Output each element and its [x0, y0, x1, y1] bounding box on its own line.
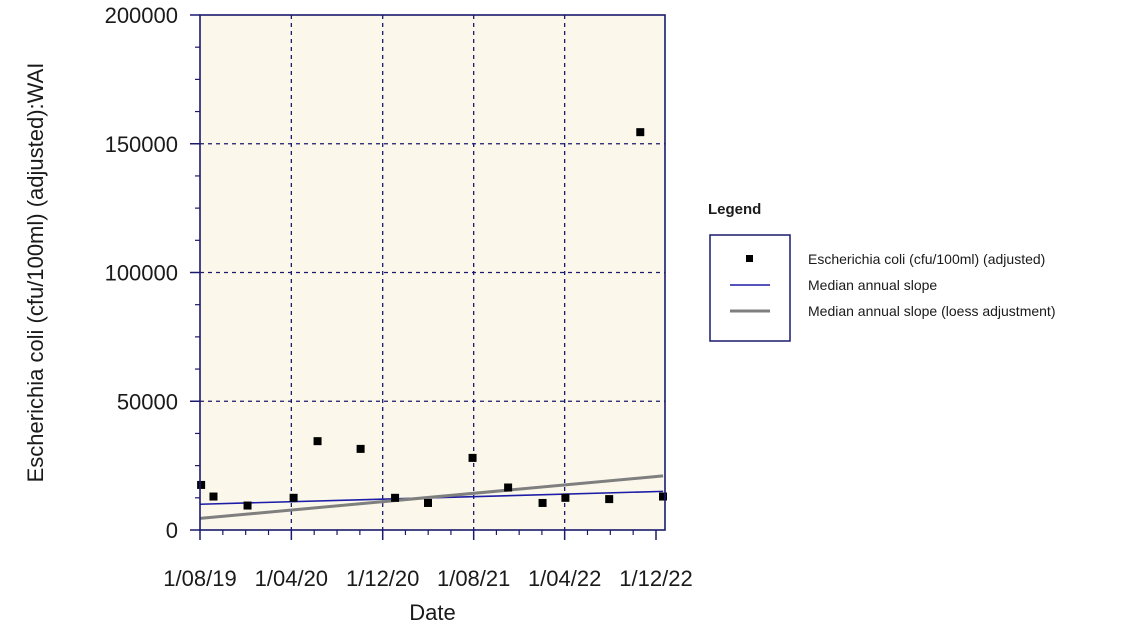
- data-point: [659, 492, 667, 501]
- x-tick-label: 1/12/22: [619, 566, 692, 591]
- y-axis-title: Escherichia coli (cfu/100ml) (adjusted):…: [23, 63, 48, 483]
- x-axis-tick-labels: 1/08/19 1/04/20 1/12/20 1/08/21 1/04/22 1/12/…: [163, 566, 692, 591]
- data-point: [468, 453, 477, 462]
- x-tick-label: 1/04/20: [255, 566, 328, 591]
- y-tick-label: 100000: [105, 261, 178, 286]
- data-point: [636, 128, 645, 137]
- x-tick-label: 1/04/22: [528, 566, 601, 591]
- data-point: [424, 498, 432, 507]
- data-point: [197, 480, 206, 489]
- y-tick-label: 0: [166, 518, 178, 543]
- legend-label: Escherichia coli (cfu/100ml) (adjusted): [808, 251, 1045, 267]
- legend-label: Median annual slope (loess adjustment): [808, 303, 1055, 319]
- legend-marker-square: [746, 255, 753, 262]
- data-point: [605, 495, 614, 504]
- data-point: [356, 444, 365, 453]
- y-tick-label: 200000: [105, 3, 178, 28]
- y-tick-label: 150000: [105, 132, 178, 157]
- data-point: [561, 493, 570, 502]
- x-tick-label: 1/08/21: [437, 566, 510, 591]
- x-axis-title: Date: [409, 600, 455, 625]
- series: [197, 128, 667, 520]
- data-point: [391, 493, 400, 502]
- plot-frame: [199, 14, 666, 531]
- data-point: [209, 492, 218, 501]
- x-tick-label: 1/08/19: [163, 566, 236, 591]
- grid: [200, 15, 665, 530]
- data-point: [289, 493, 298, 502]
- y-axis-tick-labels: 0 50000 100000 150000 200000: [105, 3, 178, 543]
- legend-title: Legend: [708, 201, 761, 218]
- y-tick-label: 50000: [117, 389, 178, 414]
- legend: Escherichia coli (cfu/100ml) (adjusted) M…: [709, 234, 1055, 342]
- data-point: [243, 501, 252, 510]
- x-tick-label: 1/12/20: [346, 566, 419, 591]
- data-point: [504, 483, 513, 492]
- data-point: [313, 437, 322, 446]
- legend-box: [709, 234, 791, 342]
- data-point: [538, 498, 547, 507]
- legend-label: Median annual slope: [808, 277, 937, 293]
- series-line: [199, 474, 664, 520]
- axis-ticks: [190, 14, 657, 540]
